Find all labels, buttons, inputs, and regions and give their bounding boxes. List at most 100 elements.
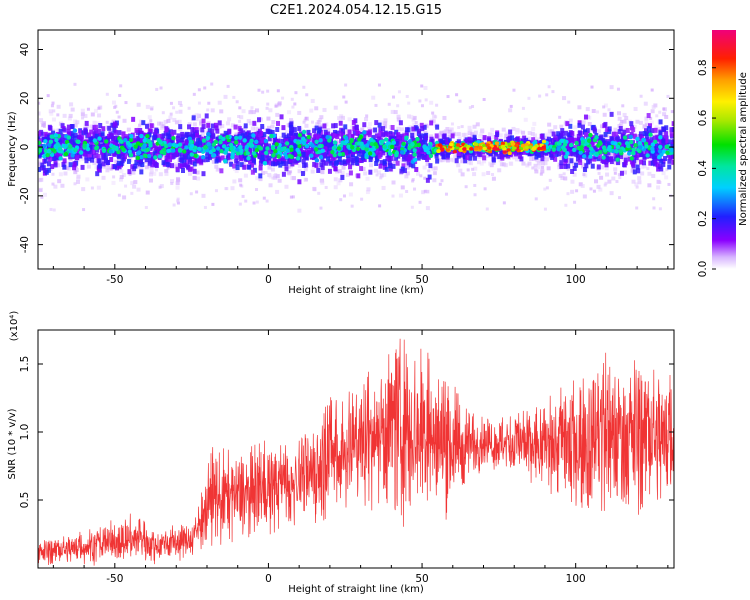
heatmap-cell-spike (666, 94, 670, 98)
heatmap-cell (462, 154, 467, 160)
heatmap-cell-spike (603, 183, 607, 187)
heatmap-cell-core (111, 145, 116, 150)
heatmap-cell-halo (644, 120, 649, 125)
heatmap-cell (663, 135, 668, 141)
heatmap-cell-halo (51, 117, 56, 122)
heatmap-cell-halo (148, 178, 153, 183)
heatmap-cell (597, 135, 602, 141)
heatmap-cell (429, 120, 434, 126)
heatmap-cell-halo (530, 131, 535, 136)
heatmap-cell (164, 159, 169, 165)
heatmap-cell (650, 128, 655, 134)
heatmap-cell-core (562, 142, 568, 147)
heatmap-cell (84, 154, 89, 160)
heatmap-cell (441, 154, 446, 160)
heatmap-cell (337, 156, 342, 162)
heatmap-cell (80, 164, 85, 170)
heatmap-cell-spike (615, 180, 619, 184)
heatmap-cell-halo (322, 127, 327, 132)
heatmap-cell-halo (487, 132, 492, 137)
heatmap-cell-halo (467, 160, 472, 165)
heatmap-cell (52, 155, 57, 161)
heatmap-cell-halo (217, 100, 222, 105)
heatmap-cell (569, 137, 574, 143)
heatmap-cell (320, 157, 325, 163)
heatmap-cell-halo (393, 110, 398, 115)
heatmap-cell-halo (320, 180, 325, 185)
heatmap-cell-halo (83, 113, 88, 118)
heatmap-cell (258, 165, 263, 171)
heatmap-cell-halo (379, 120, 384, 125)
heatmap-cell-spike (590, 85, 594, 89)
heatmap-cell (112, 164, 117, 170)
heatmap-cell-core (53, 133, 59, 138)
heatmap-cell-spike (650, 88, 654, 92)
heatmap-cell-core (325, 135, 330, 140)
heatmap-cell (320, 165, 325, 171)
heatmap-cell-halo (53, 128, 58, 133)
heatmap-cell-core (85, 146, 91, 152)
heatmap-cell (152, 151, 157, 157)
heatmap-cell (390, 124, 395, 130)
heatmap-cell-spike (114, 104, 118, 108)
heatmap-cell-spike (265, 199, 269, 203)
heatmap-cell (178, 124, 183, 130)
heatmap-cell-halo (122, 195, 127, 200)
heatmap-cell-spike (665, 168, 669, 172)
heatmap-cell-halo (177, 100, 182, 105)
heatmap-cell-halo (518, 136, 523, 141)
heatmap-cell-core (295, 147, 300, 153)
heatmap-cell-halo (664, 114, 669, 119)
heatmap-cell-core (597, 140, 603, 145)
heatmap-cell-spike (464, 185, 468, 189)
heatmap-cell-halo (297, 208, 302, 213)
spectrogram-marks (38, 82, 674, 213)
heatmap-cell-halo (191, 166, 196, 171)
heatmap-cell-spike (543, 207, 547, 211)
heatmap-cell (72, 140, 77, 146)
heatmap-cell-halo (38, 159, 42, 164)
heatmap-cell-core (48, 139, 54, 144)
heatmap-cell (619, 154, 624, 160)
heatmap-cell (96, 154, 101, 160)
heatmap-cell-halo (287, 171, 292, 176)
heatmap-cell-halo (56, 104, 61, 109)
heatmap-cell-halo (343, 128, 348, 133)
heatmap-cell (666, 139, 671, 145)
heatmap-cell-halo (345, 172, 350, 177)
heatmap-cell-spike (291, 195, 295, 199)
heatmap-cell-core (618, 148, 623, 154)
heatmap-cell-halo (429, 100, 434, 105)
heatmap-cell (404, 127, 409, 133)
heatmap-cell-halo (135, 164, 140, 169)
heatmap-cell (134, 159, 139, 165)
heatmap-cell-spike (423, 189, 427, 193)
heatmap-cell-halo (408, 124, 413, 129)
heatmap-cell-spike (473, 183, 477, 187)
heatmap-cell-core (359, 141, 364, 146)
heatmap-cell (293, 132, 298, 138)
heatmap-cell (280, 138, 285, 144)
heatmap-cell-spike (310, 120, 314, 124)
heatmap-cell-spike (42, 124, 46, 128)
heatmap-cell-spike (289, 195, 293, 199)
heatmap-cell-halo (297, 163, 302, 168)
heatmap-cell (72, 165, 77, 171)
heatmap-cell-halo (174, 120, 179, 125)
heatmap-cell-halo (304, 123, 309, 128)
heatmap-cell (147, 128, 152, 134)
heatmap-cell (301, 158, 306, 164)
heatmap-cell-core (233, 140, 239, 145)
heatmap-cell-spike (170, 182, 174, 186)
heatmap-cell (352, 138, 357, 144)
heatmap-cell-core (578, 150, 583, 155)
heatmap-cell (589, 134, 594, 140)
heatmap-cell-halo (647, 183, 652, 188)
heatmap-cell (148, 158, 153, 164)
heatmap-cell-halo (119, 177, 124, 182)
heatmap-cell-halo (195, 170, 200, 175)
heatmap-cell-spike (303, 118, 307, 122)
heatmap-cell (663, 156, 668, 162)
heatmap-cell-halo (338, 178, 343, 183)
heatmap-cell (112, 121, 117, 127)
